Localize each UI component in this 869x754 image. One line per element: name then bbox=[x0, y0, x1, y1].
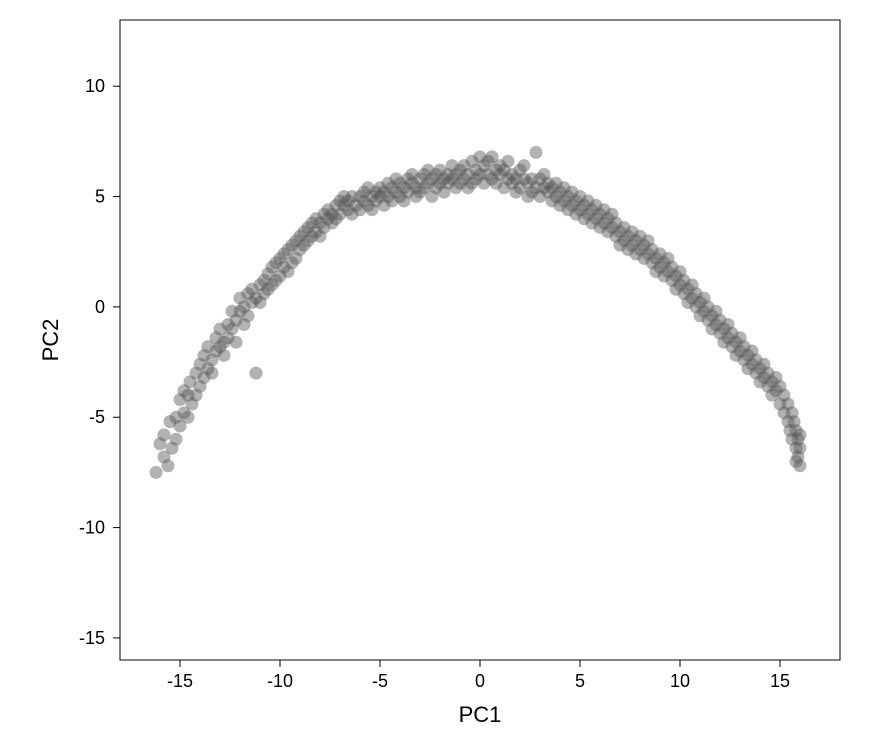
data-point bbox=[206, 367, 219, 380]
data-point bbox=[242, 309, 255, 322]
data-point bbox=[250, 367, 263, 380]
data-point bbox=[794, 442, 807, 455]
y-tick-label: 10 bbox=[85, 76, 105, 96]
x-tick-label: 15 bbox=[770, 671, 790, 691]
data-point bbox=[170, 433, 183, 446]
y-tick-label: 5 bbox=[95, 187, 105, 207]
chart-container: -15 -10 -5 0 5 10 15 -15 -10 -5 0 5 10 PC1 PC2 bbox=[0, 0, 869, 754]
data-point bbox=[162, 459, 175, 472]
scatter-chart: -15 -10 -5 0 5 10 15 -15 -10 -5 0 5 10 PC1 PC2 bbox=[0, 0, 869, 754]
x-tick-label: 5 bbox=[575, 671, 585, 691]
x-tick-label: -5 bbox=[372, 671, 388, 691]
x-tick-label: 0 bbox=[475, 671, 485, 691]
x-tick-label: 10 bbox=[670, 671, 690, 691]
data-point bbox=[530, 146, 543, 159]
data-point bbox=[790, 455, 803, 468]
scatter-points bbox=[150, 146, 807, 479]
y-axis-label: PC2 bbox=[38, 319, 63, 362]
data-point bbox=[182, 411, 195, 424]
data-point bbox=[158, 428, 171, 441]
y-tick-label: -10 bbox=[79, 518, 105, 538]
data-point bbox=[518, 159, 531, 172]
x-tick-label: -10 bbox=[267, 671, 293, 691]
y-tick-label: 0 bbox=[95, 297, 105, 317]
data-point bbox=[218, 349, 231, 362]
data-point bbox=[150, 466, 163, 479]
y-tick-label: -5 bbox=[89, 407, 105, 427]
data-point bbox=[230, 336, 243, 349]
y-tick-label: -15 bbox=[79, 628, 105, 648]
x-tick-label: -15 bbox=[167, 671, 193, 691]
x-axis-label: PC1 bbox=[459, 702, 502, 727]
data-point bbox=[794, 428, 807, 441]
data-point bbox=[502, 155, 515, 168]
